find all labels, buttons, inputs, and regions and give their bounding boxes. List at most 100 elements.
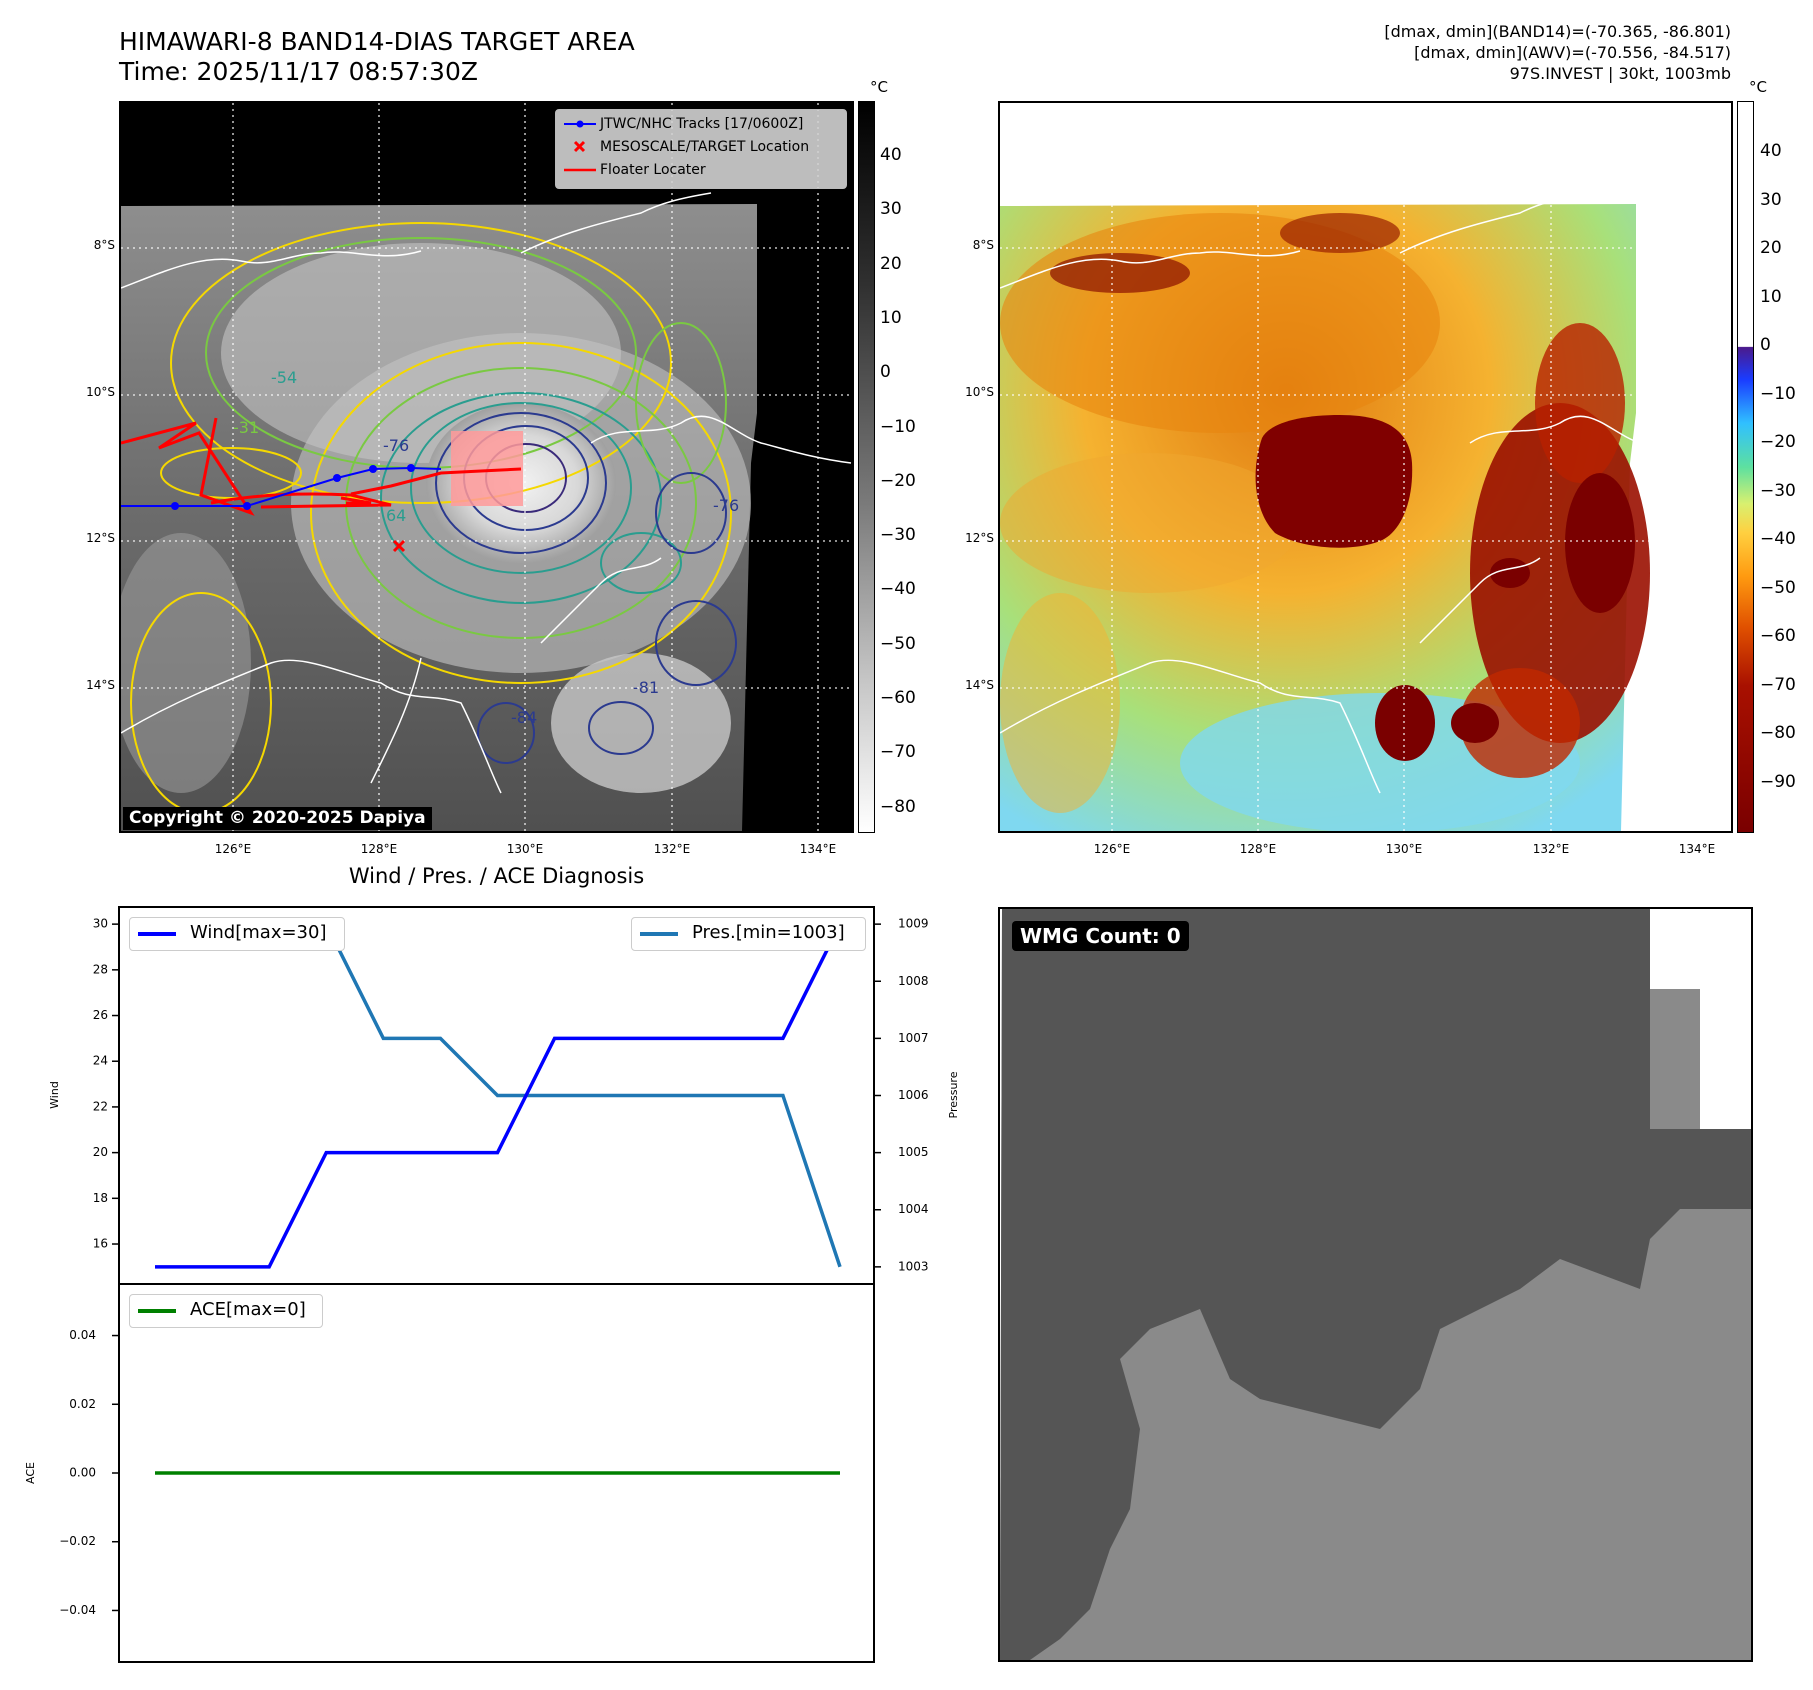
ir-colorbar-tick: −70 [880,742,916,763]
lat-tick: 14°S [965,678,994,692]
pressure-tick-label: 1007 [898,1031,929,1045]
ir-colorbar-tick: −10 [880,416,916,437]
pressure-tick-label: 1003 [898,1259,929,1273]
floater-track [121,417,522,516]
ir-legend: JTWC/NHC Tracks [17/0600Z] MESOSCALE/TAR… [555,109,847,189]
ir-colorbar-tick: −30 [880,525,916,546]
awv-colorbar-tick: −90 [1760,771,1796,792]
contour-label: -31 [233,418,259,437]
wind-tick-label: 24 [93,1054,108,1068]
lat-tick: 10°S [86,385,115,399]
awv-map-panel [998,101,1733,833]
awv-colorbar-tick: −30 [1760,480,1796,501]
storm-core [1255,415,1413,548]
lon-tick: 128°E [360,842,398,856]
contour-label: -84 [511,708,537,727]
wmg-panel: WMG Count: 0 [998,907,1753,1662]
contour-label: -54 [271,368,297,387]
lon-tick: 126°E [214,842,252,856]
ir-colorbar-tick: 20 [880,253,902,274]
lat-tick: 14°S [86,678,115,692]
awv-colorbar-tick: 0 [1760,335,1771,355]
pressure-axis-label: Pressure [947,1071,960,1118]
ir-colorbar-tick: 10 [880,307,902,328]
wind-tick-label: 26 [93,1008,108,1022]
wind-legend-label: Wind[max=30] [190,922,327,943]
pressure-legend-swatch [640,932,678,936]
target-location-marker [392,539,406,553]
ace-legend-label: ACE[max=0] [190,1299,306,1320]
awv-colorbar-tick: −70 [1760,674,1796,695]
ir-colorbar-tick: −40 [880,579,916,600]
ace-tick-label: 0.04 [69,1328,96,1342]
legend-floater: Floater Locater [600,162,706,178]
ace-tick-label: 0.00 [69,1466,96,1480]
wind-series-line [155,923,842,1269]
ir-colorbar-tick: −20 [880,470,916,491]
awv-colorbar-tick: −80 [1760,723,1796,743]
wind-axis-label: Wind [48,1081,61,1109]
pressure-legend: Pres.[min=1003] [631,917,866,951]
wind-legend: Wind[max=30] [129,917,345,951]
jtwc-track [121,464,442,510]
ir-colorbar-unit: °C [870,78,888,96]
contour-label: -76 [383,436,409,455]
ir-colorbar-tick: −60 [880,688,916,708]
contour-label: -81 [633,678,659,697]
ir-colorbar-tick: −80 [880,796,916,817]
awv-colorbar-tick: 20 [1760,238,1782,258]
ir-colorbar-tick: 0 [880,362,891,383]
ace-tick-label: −0.02 [59,1534,96,1548]
wind-tick-label: 16 [93,1237,108,1251]
wind-tick-label: 28 [93,962,108,976]
lon-tick: 134°E [1678,842,1716,856]
chart-title: HIMAWARI-8 BAND14-DIAS TARGET AREA [119,27,635,56]
ace-axis-label: ACE [24,1462,37,1484]
lat-tick: 8°S [93,238,115,252]
wmg-count-badge: WMG Count: 0 [1012,921,1189,951]
awv-colorbar-tick: −10 [1760,383,1796,404]
lat-tick: 8°S [972,238,994,252]
contour-label: -76 [713,496,739,515]
ir-colorbar-tick: −50 [880,633,916,654]
ace-legend-swatch [138,1309,176,1313]
awv-colorbar-tick: 30 [1760,189,1782,210]
contour-label: 64 [386,506,406,525]
awv-colorbar-tick: 10 [1760,286,1782,307]
awv-map-image [1000,103,1731,831]
awv-colorbar [1737,101,1754,833]
awv-colorbar-unit: °C [1749,78,1767,96]
ir-colorbar-tick: 40 [880,145,902,165]
lat-tick: 12°S [86,531,115,545]
ace-legend: ACE[max=0] [129,1294,323,1328]
ir-map-image: -54 -31 -76 64 -81 -76 -84 [121,103,852,831]
lon-tick: 130°E [506,842,544,856]
lon-tick: 130°E [1385,842,1423,856]
legend-target: MESOSCALE/TARGET Location [600,139,810,155]
diagnosis-chart: 16 18 20 22 24 26 28 30 1003 1004 1005 1006 1007 100… [24,906,960,1663]
lon-tick: 132°E [653,842,691,856]
ir-map-panel: -54 -31 -76 64 -81 -76 -84 [119,101,854,833]
awv-colorbar-tick: −60 [1760,626,1796,646]
wind-tick-label: 20 [93,1145,108,1159]
wind-legend-swatch [138,932,176,936]
lon-tick: 132°E [1532,842,1570,856]
awv-colorbar-tick: −40 [1760,529,1796,549]
diagnosis-title: Wind / Pres. / ACE Diagnosis [348,864,645,888]
wmg-image [1000,909,1751,1660]
lat-tick: 10°S [965,385,994,399]
awv-colorbar-tick: −50 [1760,577,1796,598]
ir-colorbar [858,101,875,833]
lon-tick: 128°E [1239,842,1277,856]
pressure-legend-label: Pres.[min=1003] [692,922,845,943]
awv-colorbar-tick: −20 [1760,432,1796,452]
pressure-tick-label: 1004 [898,1202,929,1216]
lon-tick: 126°E [1093,842,1131,856]
info-band14-range: [dmax, dmin](BAND14)=(-70.365, -86.801) [1384,22,1731,41]
lon-tick: 134°E [799,842,837,856]
chart-timestamp: Time: 2025/11/17 08:57:30Z [119,57,478,86]
pressure-tick-label: 1005 [898,1145,929,1159]
info-awv-range: [dmax, dmin](AWV)=(-70.556, -84.517) [1414,43,1731,62]
ace-tick-label: −0.04 [59,1603,96,1617]
pressure-series-line [155,922,842,1268]
